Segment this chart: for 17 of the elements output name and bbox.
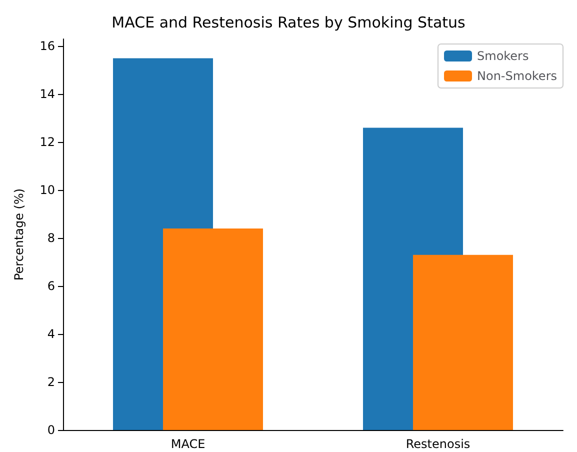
y-tick-label: 0 <box>47 423 55 437</box>
bar <box>413 254 513 430</box>
x-tick-label: MACE <box>170 437 206 451</box>
legend-label: Smokers <box>477 49 529 63</box>
x-tick-label: Restenosis <box>406 437 470 451</box>
y-tick-label: 2 <box>47 375 55 390</box>
legend-label: Non-Smokers <box>477 69 558 83</box>
chart-title: MACE and Restenosis Rates by Smoking Status <box>112 14 466 32</box>
y-tick-label: 6 <box>47 279 55 294</box>
y-tick-label: 12 <box>40 135 55 150</box>
bar <box>163 228 263 430</box>
y-tick-label: 4 <box>47 327 55 342</box>
y-tick-label: 14 <box>40 87 55 102</box>
y-tick-label: 8 <box>47 231 55 246</box>
y-tick-label: 10 <box>40 183 55 198</box>
y-tick-label: 16 <box>40 39 55 54</box>
y-axis-title: Percentage (%) <box>12 188 26 281</box>
